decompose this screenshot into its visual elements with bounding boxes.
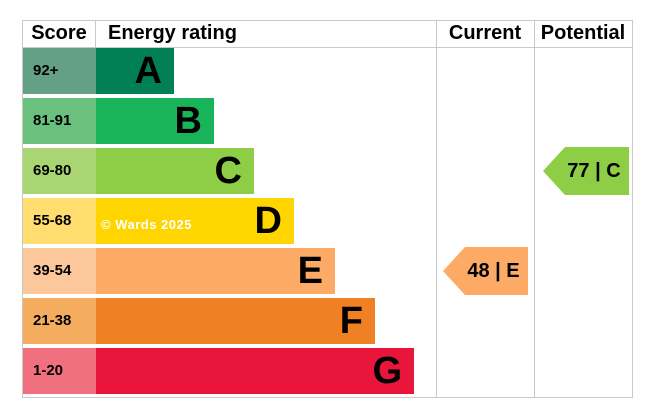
current-rating-label: 48 | E	[467, 259, 520, 282]
band-score-range: 92+	[23, 48, 96, 94]
band-bar-f: F	[96, 298, 375, 344]
band-row-f: 21-38 F	[23, 298, 632, 348]
band-letter: A	[134, 50, 162, 92]
epc-rating-chart: Score Energy rating Current Potential 92…	[22, 20, 633, 398]
band-bar-d: D	[96, 198, 294, 244]
band-row-c: 69-80 C	[23, 148, 632, 198]
band-letter: B	[174, 100, 202, 142]
band-bar-c: C	[96, 148, 254, 194]
band-letter: G	[372, 350, 402, 392]
band-score-range: 39-54	[23, 248, 96, 294]
band-rows: 92+ A 81-91 B 69-80 C 55-68 D 39-54 E 21-38 F 1-20 G	[23, 48, 632, 398]
band-score-range: 21-38	[23, 298, 96, 344]
column-header-current: Current	[448, 22, 522, 44]
band-score-range: 1-20	[23, 348, 96, 394]
column-header-score: Score	[23, 21, 96, 47]
potential-column-divider	[534, 21, 535, 397]
current-column-divider	[436, 21, 437, 397]
column-header-potential: Potential	[540, 22, 626, 44]
band-row-d: 55-68 D	[23, 198, 632, 248]
band-letter: F	[339, 300, 363, 342]
table-header-row: Score Energy rating Current Potential	[23, 21, 632, 48]
column-header-energy-rating: Energy rating	[108, 22, 237, 44]
potential-rating-label: 77 | C	[567, 159, 621, 182]
band-score-range: 55-68	[23, 198, 96, 244]
band-score-range: 69-80	[23, 148, 96, 194]
band-row-e: 39-54 E	[23, 248, 632, 298]
band-row-g: 1-20 G	[23, 348, 632, 398]
band-score-range: 81-91	[23, 98, 96, 144]
band-bar-g: G	[96, 348, 414, 394]
band-letter: D	[254, 200, 282, 242]
band-bar-b: B	[96, 98, 214, 144]
band-bar-e: E	[96, 248, 335, 294]
band-row-a: 92+ A	[23, 48, 632, 98]
band-bar-a: A	[96, 48, 174, 94]
band-row-b: 81-91 B	[23, 98, 632, 148]
band-letter: C	[214, 150, 242, 192]
copyright-watermark: © Wards 2025	[101, 217, 192, 232]
current-rating-arrow: 48 | E	[443, 247, 528, 295]
band-letter: E	[297, 250, 323, 292]
